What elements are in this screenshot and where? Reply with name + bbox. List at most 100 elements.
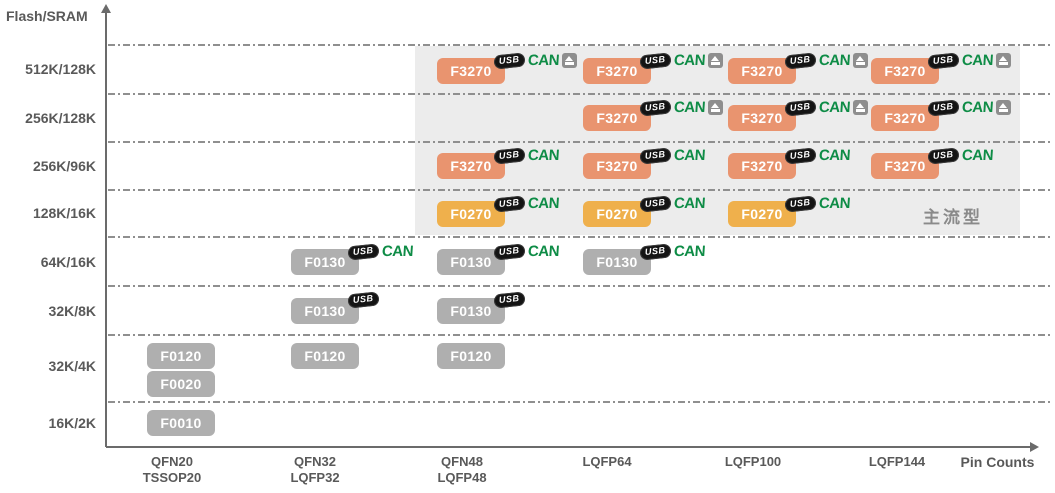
dashed-gridline [108,334,1053,336]
usb-badge-icon: USB [784,194,817,213]
chip-part-label: F3270 [583,105,651,131]
chip-part-label: F3270 [871,58,939,84]
usb-badge-icon: USB [639,194,672,213]
chip-f3270: F3270 USB CAN [583,98,723,131]
can-badge: CAN [960,99,994,116]
x-tick-label: QFN32 LQFP32 [250,454,380,486]
usb-badge-icon: USB [784,146,817,165]
can-badge: CAN [672,195,706,212]
connector-eject-icon [707,100,723,115]
x-axis-line [106,446,1032,448]
chip-part-label: F0130 [583,249,651,275]
can-badge: CAN [817,147,851,164]
connector-triangle [856,103,865,109]
usb-badge-icon: USB [493,291,526,309]
usb-badge-icon: USB [493,51,526,70]
dashed-gridline [108,285,1053,287]
mainstream-region-label: 主流型 [923,208,983,227]
can-badge: CAN [526,243,560,260]
chip-f0130: F0130 USB [291,291,380,324]
y-tick-label: 128K/16K [32,205,96,221]
x-tick-label: LQFP100 [688,454,818,470]
feature-badges: USB CAN [639,98,723,117]
usb-badge-icon: USB [639,242,672,261]
can-badge: CAN [672,243,706,260]
connector-bar [855,62,865,65]
usb-badge-icon: USB [347,242,380,261]
chip-f3270: F3270 USB CAN [728,146,850,179]
x-tick-label-line: LQFP32 [290,470,340,485]
feature-badges: USB CAN [927,98,1011,117]
feature-badges: USB CAN [784,51,868,70]
usb-badge-icon: USB [784,51,817,70]
usb-badge-icon: USB [639,146,672,165]
usb-badge-icon: USB [784,98,817,117]
connector-bar [998,62,1008,65]
dashed-gridline [108,93,1053,95]
chip-f0130: F0130 USB CAN [583,242,705,275]
connector-eject-icon [707,53,723,68]
connector-triangle [856,56,865,62]
usb-badge-icon: USB [927,146,960,165]
y-axis-arrow-icon [101,4,111,13]
dashed-gridline [108,141,1053,143]
y-tick-label: 32K/4K [48,358,96,374]
chip-f3270: F3270 USB CAN [583,146,705,179]
chip-f0270: F0270 USB CAN [583,194,705,227]
connector-bar [855,109,865,112]
chip-f3270: F3270 USB CAN [583,51,723,84]
dashed-gridline [108,189,1053,191]
feature-badges: USB CAN [347,242,414,261]
can-badge: CAN [380,243,414,260]
chip-f0270: F0270 USB CAN [728,194,850,227]
x-tick-label-line: QFN32 [294,454,336,469]
chip-part-label: F3270 [871,153,939,179]
chip-part-label: F0120 [437,343,505,369]
usb-badge-icon: USB [639,51,672,70]
connector-eject-icon [995,100,1011,115]
chip-part-label: F0270 [728,201,796,227]
x-tick-label-line: LQFP144 [868,454,926,469]
dashed-gridline [108,44,1053,46]
connector-bar [998,109,1008,112]
x-tick-label: LQFP64 [542,454,672,470]
can-badge: CAN [672,99,706,116]
chip-part-label: F0120 [147,343,215,369]
chip-f3270: F3270 USB CAN [437,51,577,84]
chip-part-label: F0010 [147,410,215,436]
connector-eject-icon [561,53,577,68]
chip-f0120: F0120 [437,343,505,369]
can-badge: CAN [672,52,706,69]
x-tick-label-line: LQFP48 [437,470,487,485]
chip-f0120: F0120 [291,343,359,369]
can-badge: CAN [817,195,851,212]
usb-badge-icon: USB [493,146,526,165]
feature-badges: USB CAN [639,146,705,165]
feature-badges: USB CAN [639,194,706,213]
feature-badges: USB CAN [639,51,723,70]
usb-badge-icon: USB [927,98,960,117]
dashed-gridline [108,236,1053,238]
can-badge: CAN [817,99,851,116]
connector-eject-icon [995,53,1011,68]
can-badge: CAN [960,52,994,69]
connector-bar [710,62,720,65]
feature-badges: USB CAN [927,51,1011,70]
chip-part-label: F0270 [437,201,505,227]
chip-f3270: F3270 USB CAN [871,98,1011,131]
x-axis-arrow-icon [1030,442,1039,452]
y-tick-label: 512K/128K [25,61,96,77]
connector-bar [710,109,720,112]
x-tick-label: QFN48 LQFP48 [397,454,527,486]
feature-badges: USB CAN [784,98,868,117]
y-tick-label: 256K/128K [25,110,96,126]
feature-badges: USB CAN [784,146,851,165]
dashed-gridline [108,401,1053,403]
usb-badge-icon: USB [347,291,380,309]
chip-f0020: F0020 [147,371,215,397]
x-axis-title: Pin Counts [960,454,1035,470]
feature-badges: USB [493,291,526,309]
connector-triangle [565,56,574,62]
feature-badges: USB CAN [639,242,706,261]
chip-f3270: F3270 USB CAN [437,146,559,179]
